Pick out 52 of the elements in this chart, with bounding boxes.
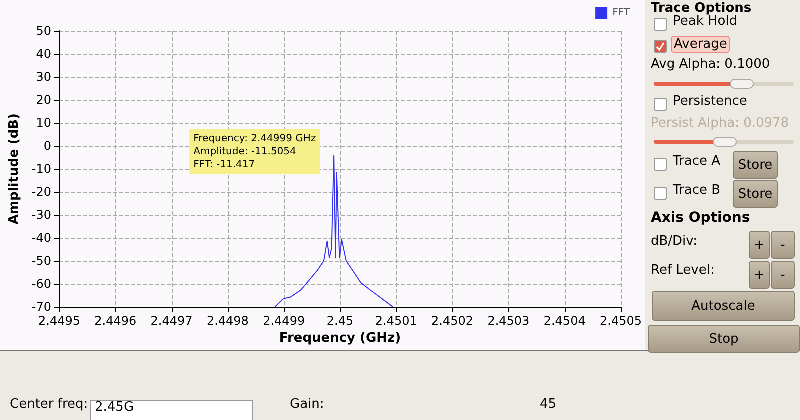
text: 45 — [540, 397, 557, 412]
text: Gain: — [290, 397, 324, 412]
text: Persist Alpha: 0.0978 — [651, 116, 790, 131]
text: Stop — [648, 325, 800, 353]
x-axis-title: Frequency (GHz) — [279, 331, 402, 346]
y-tick-label: -20 — [32, 185, 52, 200]
text: - — [771, 231, 795, 259]
line-series — [274, 155, 394, 308]
y-tick-label: 50 — [36, 24, 52, 38]
text: Peak Hold — [673, 14, 738, 29]
text: + — [749, 261, 770, 289]
x-tick-label: 2.45 — [326, 314, 354, 328]
x-tick-label: 2.4503 — [488, 314, 530, 328]
y-tick-label: 20 — [36, 93, 52, 108]
x-tick-label: 2.4501 — [375, 314, 418, 328]
x-tick-label: 2.4502 — [432, 314, 474, 328]
y-tick-label: -70 — [32, 300, 52, 314]
x-tick-label: 2.4505 — [600, 314, 642, 328]
text: Average — [671, 36, 730, 53]
text: Persistence — [673, 94, 748, 109]
y-tick-label: 30 — [36, 70, 52, 84]
text: Center freq: — [10, 397, 88, 412]
y-tick-label: -30 — [32, 208, 52, 222]
text: dB/Div: — [651, 234, 698, 249]
text: Trace Options — [651, 1, 752, 16]
text: Autoscale — [652, 291, 795, 321]
legend-label: FFT — [612, 8, 631, 18]
y-tick-label: 0 — [44, 139, 52, 154]
text: Trace B — [673, 183, 721, 198]
text: Store — [733, 151, 778, 179]
text: Ref Level: — [651, 263, 715, 278]
y-tick-label: -10 — [32, 162, 52, 176]
y-tick-label: -60 — [32, 277, 52, 292]
x-tick-label: 2.4504 — [544, 314, 586, 328]
x-tick-label: 2.4499 — [263, 314, 306, 328]
text: Axis Options — [651, 210, 750, 226]
text: Store — [733, 180, 778, 208]
y-axis-title: Amplitude (dB) — [7, 114, 22, 225]
x-tick-label: 2.4495 — [38, 314, 80, 328]
x-tick-label: 2.4498 — [206, 314, 249, 328]
text: + — [749, 231, 770, 259]
x-tick-label: 2.4496 — [94, 314, 137, 328]
annotation: Frequency: 2.44999 GHz Amplitude: -11.5054 FFT: -11.417 — [194, 134, 316, 170]
y-tick-label: 40 — [36, 47, 52, 62]
text: - — [771, 261, 795, 289]
x-tick-label: 2.4497 — [150, 314, 193, 328]
y-tick-label: -50 — [32, 254, 52, 268]
text: 2.45G — [95, 400, 134, 415]
text: Trace A — [673, 154, 721, 169]
y-tick-label: -40 — [32, 231, 52, 246]
y-tick-label: 10 — [36, 116, 52, 130]
text: Avg Alpha: 0.1000 — [651, 57, 770, 72]
